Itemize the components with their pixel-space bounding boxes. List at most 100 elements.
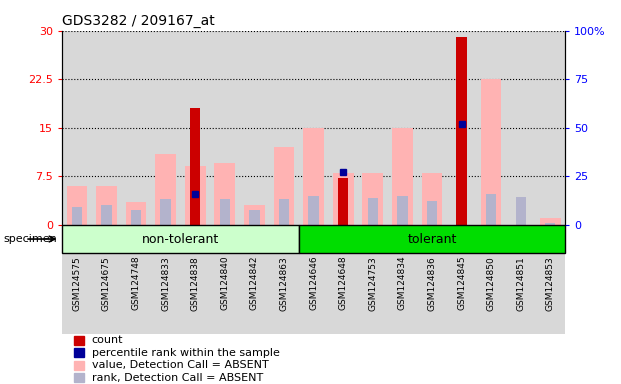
Bar — [338, 207, 348, 225]
Bar — [75, 348, 84, 357]
Bar — [427, 201, 437, 225]
Bar — [515, 197, 526, 225]
Bar — [506, 253, 535, 334]
Bar — [244, 205, 265, 225]
Bar — [358, 31, 388, 225]
Bar — [422, 173, 442, 225]
Bar — [214, 163, 235, 225]
Bar — [358, 253, 388, 334]
Text: GSM124850: GSM124850 — [487, 256, 496, 311]
Text: specimen: specimen — [3, 234, 57, 244]
Text: GSM124836: GSM124836 — [427, 256, 437, 311]
Bar — [299, 253, 329, 334]
Bar — [75, 336, 84, 344]
Bar — [92, 31, 121, 225]
Bar — [155, 154, 176, 225]
Bar — [299, 31, 329, 225]
Bar — [270, 253, 299, 334]
Text: GSM124851: GSM124851 — [516, 256, 525, 311]
Bar — [160, 199, 171, 225]
Bar — [368, 199, 378, 225]
Bar — [274, 147, 294, 225]
Bar — [329, 253, 358, 334]
Bar — [240, 31, 270, 225]
Bar — [121, 253, 151, 334]
Bar — [456, 37, 467, 225]
Text: GSM124648: GSM124648 — [338, 256, 348, 311]
Text: GDS3282 / 209167_at: GDS3282 / 209167_at — [62, 14, 215, 28]
Bar — [101, 205, 112, 225]
Bar — [333, 173, 353, 225]
Text: non-tolerant: non-tolerant — [142, 233, 219, 245]
Bar — [92, 253, 121, 334]
Bar — [210, 253, 240, 334]
Text: GSM124842: GSM124842 — [250, 256, 259, 310]
Bar — [456, 195, 467, 225]
Bar — [417, 31, 446, 225]
Text: GSM124753: GSM124753 — [368, 256, 378, 311]
Bar — [220, 199, 230, 225]
Text: GSM124863: GSM124863 — [279, 256, 289, 311]
Bar — [210, 31, 240, 225]
Text: tolerant: tolerant — [407, 233, 456, 245]
Bar — [299, 225, 565, 253]
Bar — [125, 202, 147, 225]
Bar — [151, 31, 181, 225]
Bar — [75, 361, 84, 369]
Bar — [121, 31, 151, 225]
Bar — [96, 186, 117, 225]
Bar — [363, 173, 383, 225]
Text: GSM124575: GSM124575 — [73, 256, 81, 311]
Bar — [279, 199, 289, 225]
Text: GSM124853: GSM124853 — [546, 256, 555, 311]
Bar — [270, 31, 299, 225]
Bar — [388, 31, 417, 225]
Bar — [329, 31, 358, 225]
Bar — [446, 253, 476, 334]
Text: percentile rank within the sample: percentile rank within the sample — [92, 348, 279, 358]
Bar — [240, 253, 270, 334]
Bar — [249, 210, 260, 225]
Bar — [506, 31, 535, 225]
Bar — [62, 31, 92, 225]
Bar — [62, 253, 92, 334]
Text: GSM124845: GSM124845 — [457, 256, 466, 311]
Bar — [66, 186, 87, 225]
Bar — [397, 195, 407, 225]
Bar — [486, 194, 496, 225]
Bar — [535, 253, 565, 334]
Text: GSM124838: GSM124838 — [191, 256, 200, 311]
Bar — [476, 31, 506, 225]
Bar — [540, 218, 561, 225]
Bar — [75, 373, 84, 382]
Bar — [309, 195, 319, 225]
Bar — [71, 207, 82, 225]
Bar — [185, 167, 206, 225]
Text: GSM124748: GSM124748 — [132, 256, 140, 311]
Bar — [190, 194, 201, 225]
Text: GSM124840: GSM124840 — [220, 256, 229, 311]
Bar — [545, 223, 556, 225]
Text: GSM124834: GSM124834 — [398, 256, 407, 311]
Bar — [190, 108, 201, 225]
Bar — [392, 127, 413, 225]
Text: GSM124646: GSM124646 — [309, 256, 318, 311]
Bar — [388, 253, 417, 334]
Text: GSM124675: GSM124675 — [102, 256, 111, 311]
Bar — [446, 31, 476, 225]
Bar — [476, 253, 506, 334]
Bar — [62, 225, 299, 253]
Bar — [131, 210, 141, 225]
Bar — [535, 31, 565, 225]
Bar — [481, 79, 502, 225]
Bar — [181, 31, 210, 225]
Bar — [151, 253, 181, 334]
Bar — [417, 253, 446, 334]
Text: GSM124833: GSM124833 — [161, 256, 170, 311]
Bar — [338, 178, 348, 225]
Text: count: count — [92, 335, 123, 345]
Text: rank, Detection Call = ABSENT: rank, Detection Call = ABSENT — [92, 372, 263, 382]
Bar — [181, 253, 210, 334]
Text: value, Detection Call = ABSENT: value, Detection Call = ABSENT — [92, 360, 268, 370]
Bar — [303, 127, 324, 225]
